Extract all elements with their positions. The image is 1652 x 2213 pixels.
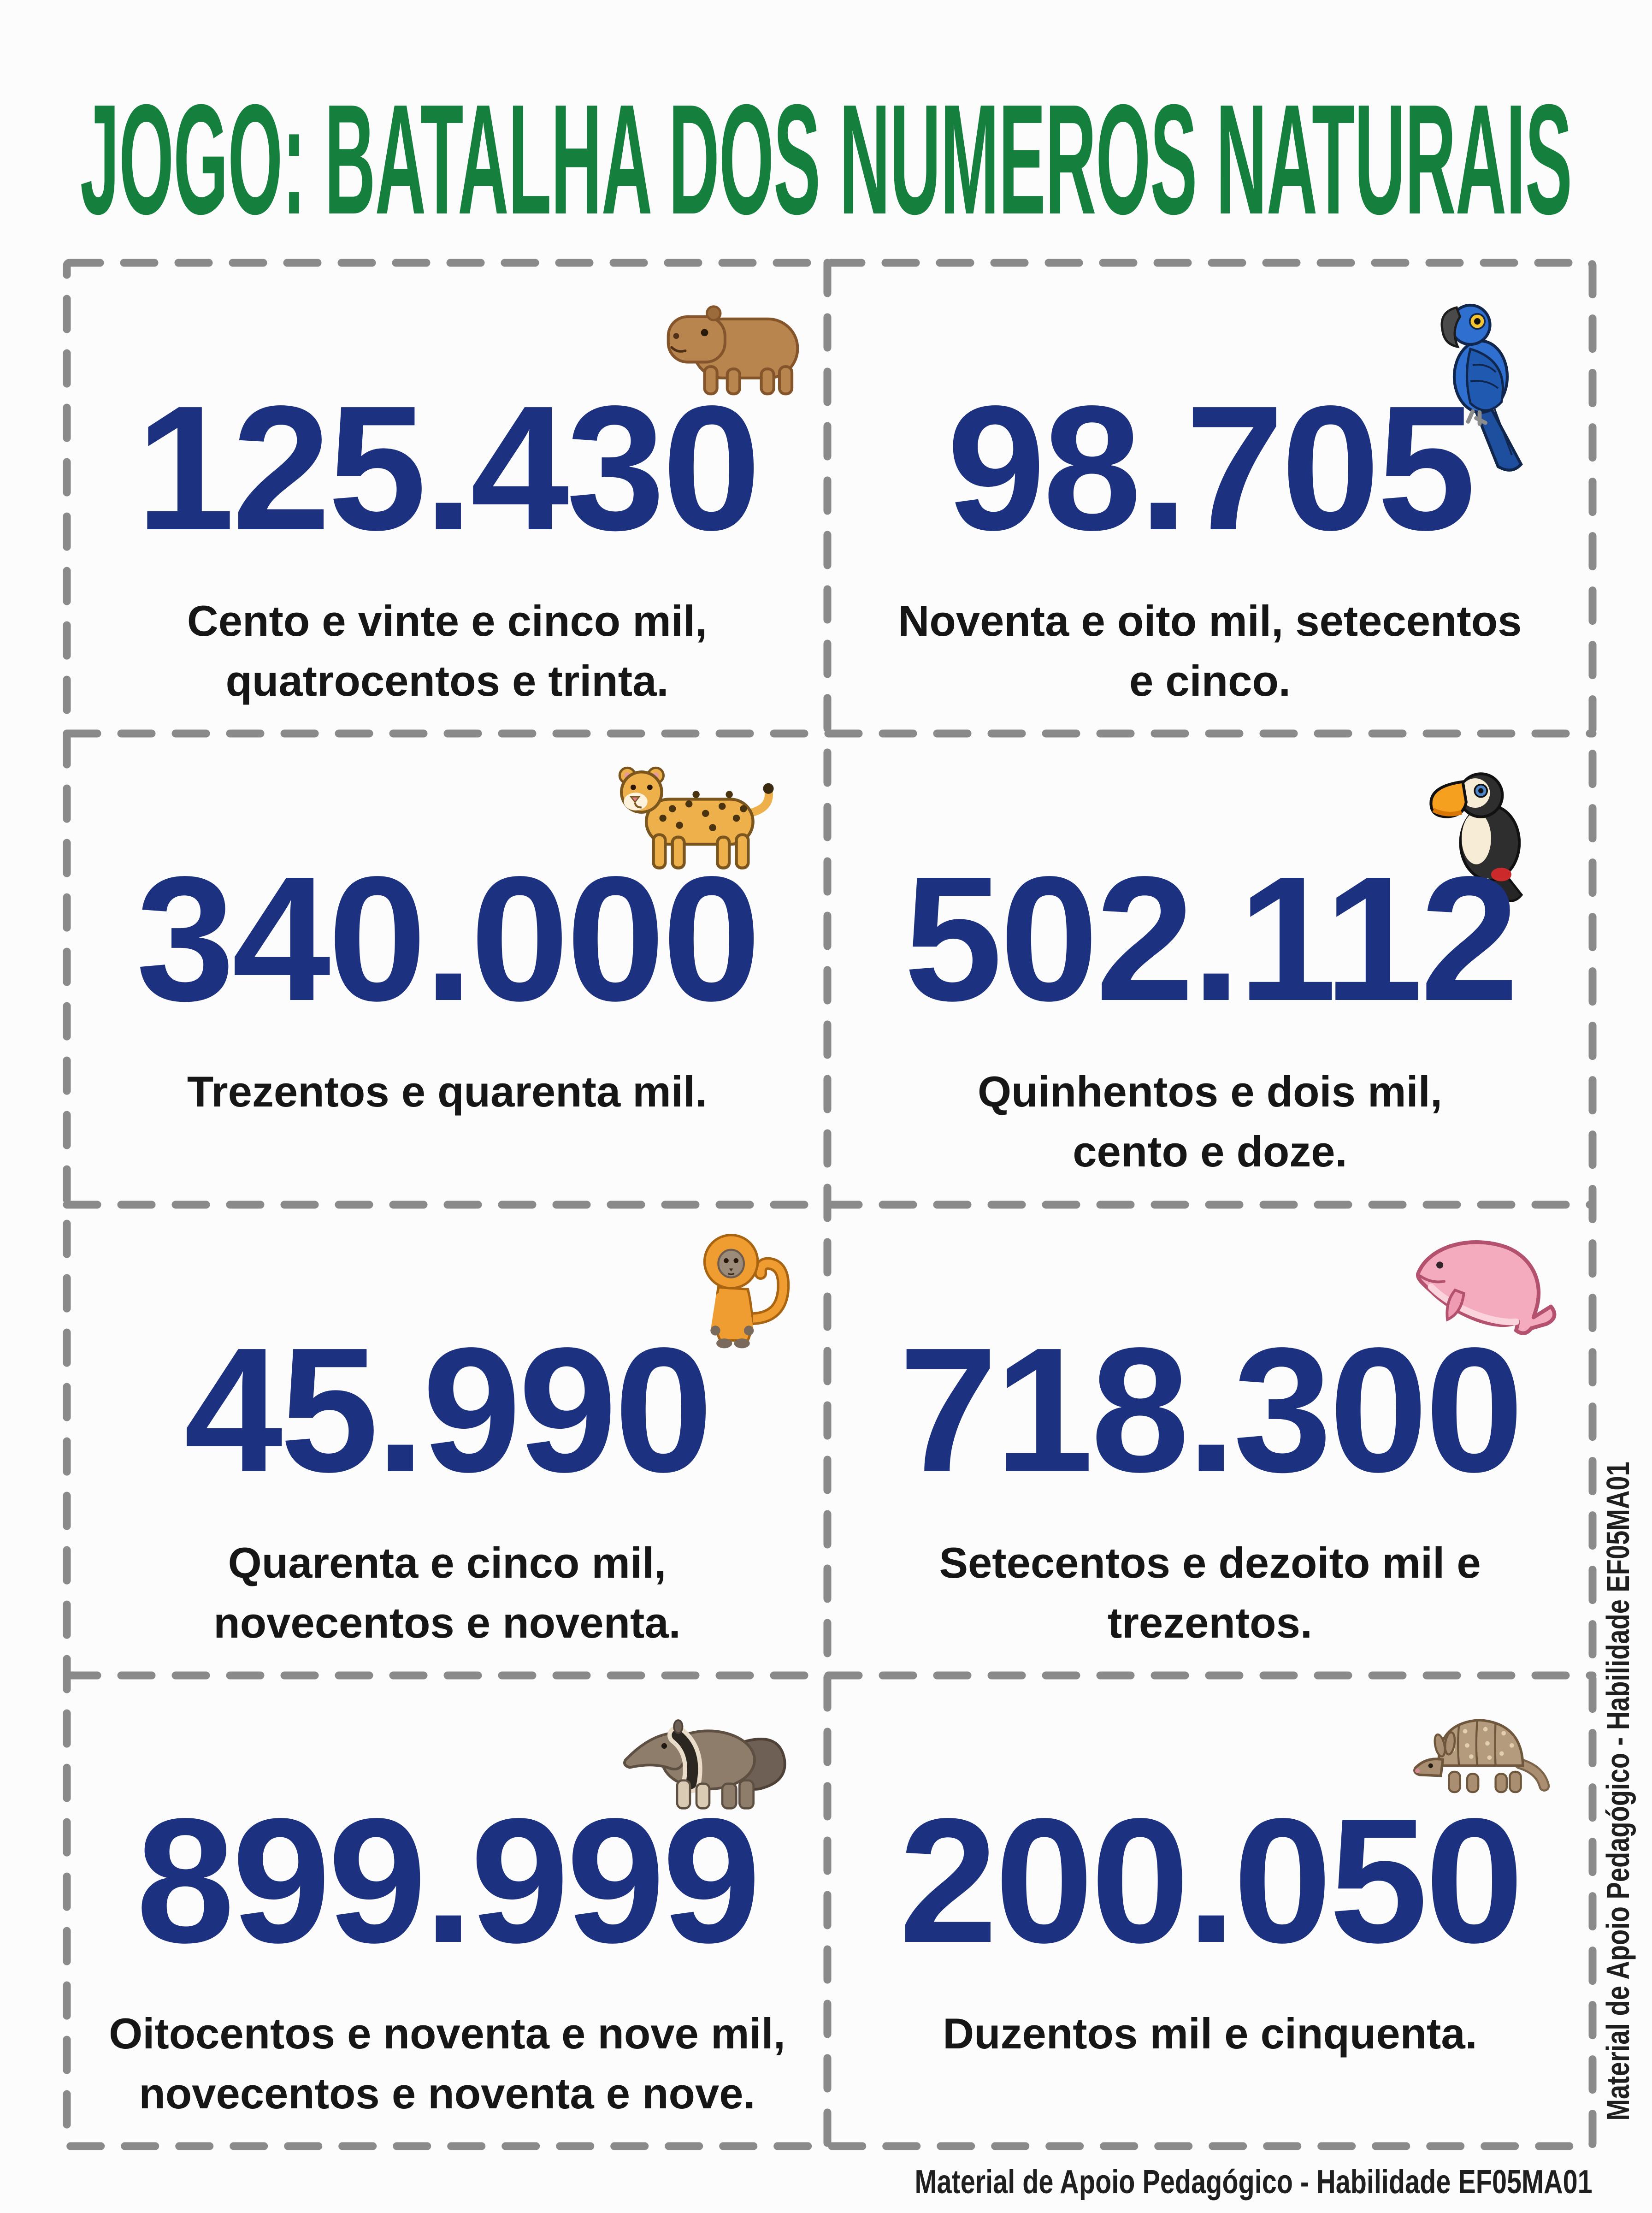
golden-lion-tamarin-icon [703, 1234, 790, 1349]
card-words: Noventa e oito mil, setecentos e cinco. [898, 597, 1522, 705]
card: 200.050 Duzentos mil e cinquenta. [827, 1675, 1593, 2146]
jaguar-icon [618, 766, 774, 870]
side-credit: Material de Apoio Pedagógico - Habilidad… [1600, 1462, 1636, 2121]
armadillo-icon [1413, 1719, 1550, 1793]
card-number: 502.112 [903, 839, 1519, 1038]
card: 340.000 Trezentos e quarenta mil. [67, 734, 827, 1205]
card: 45.990 Quarenta e cinco mil, novecentos … [67, 1205, 827, 1675]
page-title: JOGO: BATALHA DOS NUMEROS NATURAIS [80, 72, 1572, 247]
card-number: 340.000 [136, 839, 761, 1038]
card-words: Duzentos mil e cinquenta. [943, 2009, 1477, 2058]
card-number: 718.300 [899, 1310, 1524, 1509]
card: 718.300 Setecentos e dezoito mil e treze… [827, 1205, 1593, 1675]
card: 899.999 Oitocentos e noventa e nove mil,… [67, 1675, 827, 2146]
card: 98.705 Noventa e oito mil, setecentos e … [827, 263, 1593, 734]
blue-macaw-icon [1440, 303, 1523, 472]
card-number: 899.999 [136, 1781, 761, 1980]
card: 502.112 Quinhentos e dois mil, cento e d… [827, 734, 1593, 1205]
card-words: Trezentos e quarenta mil. [187, 1067, 708, 1116]
toucan-icon [1429, 772, 1523, 902]
pink-dolphin-icon [1416, 1240, 1557, 1335]
card-number: 200.050 [899, 1781, 1524, 1980]
capybara-icon [667, 305, 799, 396]
footer-credit: Material de Apoio Pedagógico - Habilidad… [914, 2164, 1593, 2201]
card: 125.430 Cento e vinte e cinco mil, quatr… [67, 263, 827, 734]
card-words: Quarenta e cinco mil, novecentos e noven… [213, 1538, 681, 1647]
anteater-icon [623, 1719, 786, 1810]
card-words: Setecentos e dezoito mil e trezentos. [939, 1538, 1481, 1647]
card-number: 45.990 [184, 1310, 713, 1509]
card-words: Quinhentos e dois mil, cento e doze. [977, 1067, 1442, 1176]
card-number: 98.705 [947, 368, 1476, 567]
card-number: 125.430 [136, 368, 761, 567]
card-words: Oitocentos e noventa e nove mil, novecen… [109, 2009, 785, 2118]
card-words: Cento e vinte e cinco mil, quatrocentos … [187, 597, 708, 705]
